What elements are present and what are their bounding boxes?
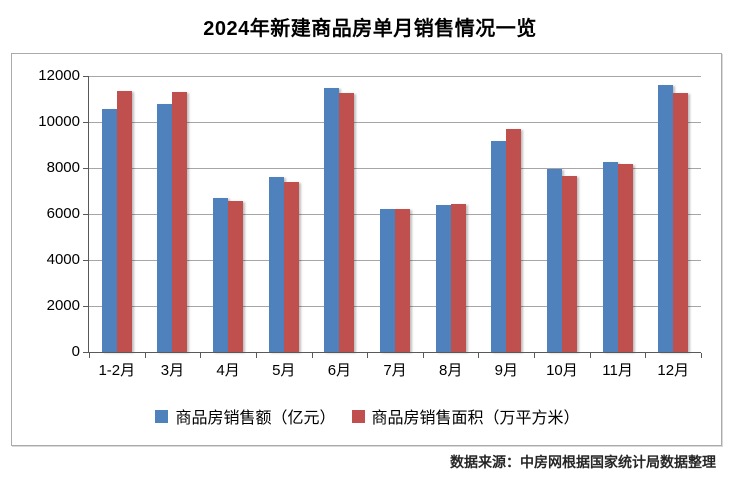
bar-group-7月	[367, 76, 423, 352]
y-axis-tick	[83, 214, 88, 215]
bar-sales-area	[116, 90, 132, 352]
x-axis-label: 4月	[216, 362, 240, 379]
legend-label-sales-amount: 商品房销售额（亿元）	[175, 410, 336, 427]
bar-sales-area	[673, 92, 689, 352]
bar-sales-area	[339, 92, 355, 352]
y-axis-tick	[83, 260, 88, 261]
y-axis-tick	[83, 76, 88, 77]
y-axis-label: 6000	[46, 205, 80, 222]
bar-group-1-2月	[89, 76, 145, 352]
x-axis-label: 5月	[272, 362, 296, 379]
x-axis-labels: 1-2月 3月 4月 5月 6月 7月 8月 9月 10月 11月 12月	[89, 359, 701, 380]
chart-title: 2024年新建商品房单月销售情况一览	[203, 18, 537, 40]
bar-sales-area	[450, 203, 466, 352]
x-axis-tick	[255, 353, 257, 358]
bar-sales-amount	[379, 209, 395, 352]
gridline	[89, 76, 701, 77]
bar-group-12月	[645, 76, 701, 352]
x-axis-tick	[645, 353, 647, 358]
bar-sales-area	[283, 182, 299, 352]
bar-group-3月	[145, 76, 201, 352]
bar-group-11月	[590, 76, 646, 352]
bar-sales-area	[394, 208, 410, 352]
legend-item-sales-area: 商品房销售面积（万平方米）	[351, 404, 580, 428]
x-axis-tick	[589, 353, 591, 358]
y-axis-label: 4000	[46, 251, 80, 268]
y-axis-label: 0	[71, 343, 80, 360]
bar-group-5月	[256, 76, 312, 352]
x-axis-line	[88, 352, 701, 353]
gridline	[89, 168, 701, 169]
legend-label-sales-area: 商品房销售面积（万平方米）	[371, 410, 580, 427]
x-axis-label: 9月	[494, 362, 518, 379]
y-axis-tick	[83, 352, 88, 353]
x-axis-label: 11月	[602, 362, 633, 379]
x-axis-tick	[367, 353, 369, 358]
bar-group-4月	[200, 76, 256, 352]
bar-sales-amount	[268, 177, 284, 352]
bar-sales-amount	[658, 84, 674, 352]
legend-swatch-sales-area	[351, 409, 365, 423]
y-axis-line	[88, 76, 89, 353]
x-axis-tick	[144, 353, 146, 358]
bar-group-10月	[534, 76, 590, 352]
x-axis-label: 12月	[657, 362, 690, 379]
data-source-note: 数据来源：中房网根据国家统计局数据整理	[450, 454, 716, 470]
chart-box: 0 2000 4000 6000 8000 10000 12000 1-2月 3月 4月 5月 6月…	[11, 53, 722, 446]
x-axis-tick	[478, 353, 480, 358]
bar-sales-amount	[546, 168, 562, 352]
bar-group-9月	[478, 76, 534, 352]
bar-sales-amount	[491, 141, 507, 352]
bar-sales-amount	[602, 161, 618, 352]
bar-sales-area	[617, 163, 633, 352]
y-axis-label: 8000	[46, 159, 80, 176]
y-axis-tick	[83, 168, 88, 169]
plot-area: 0 2000 4000 6000 8000 10000 12000	[38, 68, 702, 360]
bar-group-8月	[423, 76, 479, 352]
legend-item-sales-amount: 商品房销售额（亿元）	[155, 404, 336, 428]
x-axis-tick	[200, 353, 202, 358]
bar-sales-area	[228, 200, 244, 352]
bar-sales-amount	[213, 197, 229, 352]
bar-sales-area	[561, 176, 577, 352]
x-axis-tick	[701, 353, 702, 358]
x-axis-tick	[534, 353, 536, 358]
x-axis-label: 10月	[546, 362, 578, 379]
bar-sales-amount	[435, 204, 451, 352]
bar-sales-amount	[324, 88, 340, 352]
y-axis-tick	[83, 122, 88, 123]
x-axis-label: 8月	[438, 362, 463, 379]
gridline	[89, 122, 701, 123]
x-axis-tick	[89, 353, 90, 358]
bar-sales-area	[506, 129, 522, 352]
chart-legend: 商品房销售额（亿元） 商品房销售面积（万平方米）	[12, 404, 723, 428]
x-axis-label: 6月	[327, 362, 352, 379]
legend-swatch-sales-amount	[155, 409, 169, 423]
x-axis-tick	[311, 353, 313, 358]
bar-sales-amount	[157, 103, 173, 352]
y-axis-label: 12000	[38, 67, 80, 84]
y-axis-label: 2000	[46, 297, 80, 314]
y-axis-tick	[83, 306, 88, 307]
bar-sales-area	[172, 92, 188, 352]
x-axis-label: 7月	[383, 362, 407, 379]
y-axis-label: 10000	[38, 113, 80, 130]
bar-group-6月	[312, 76, 368, 352]
x-axis-label: 3月	[160, 362, 185, 379]
bar-sales-amount	[101, 108, 117, 352]
x-axis-label: 1-2月	[98, 362, 136, 379]
x-axis-tick	[422, 353, 424, 358]
